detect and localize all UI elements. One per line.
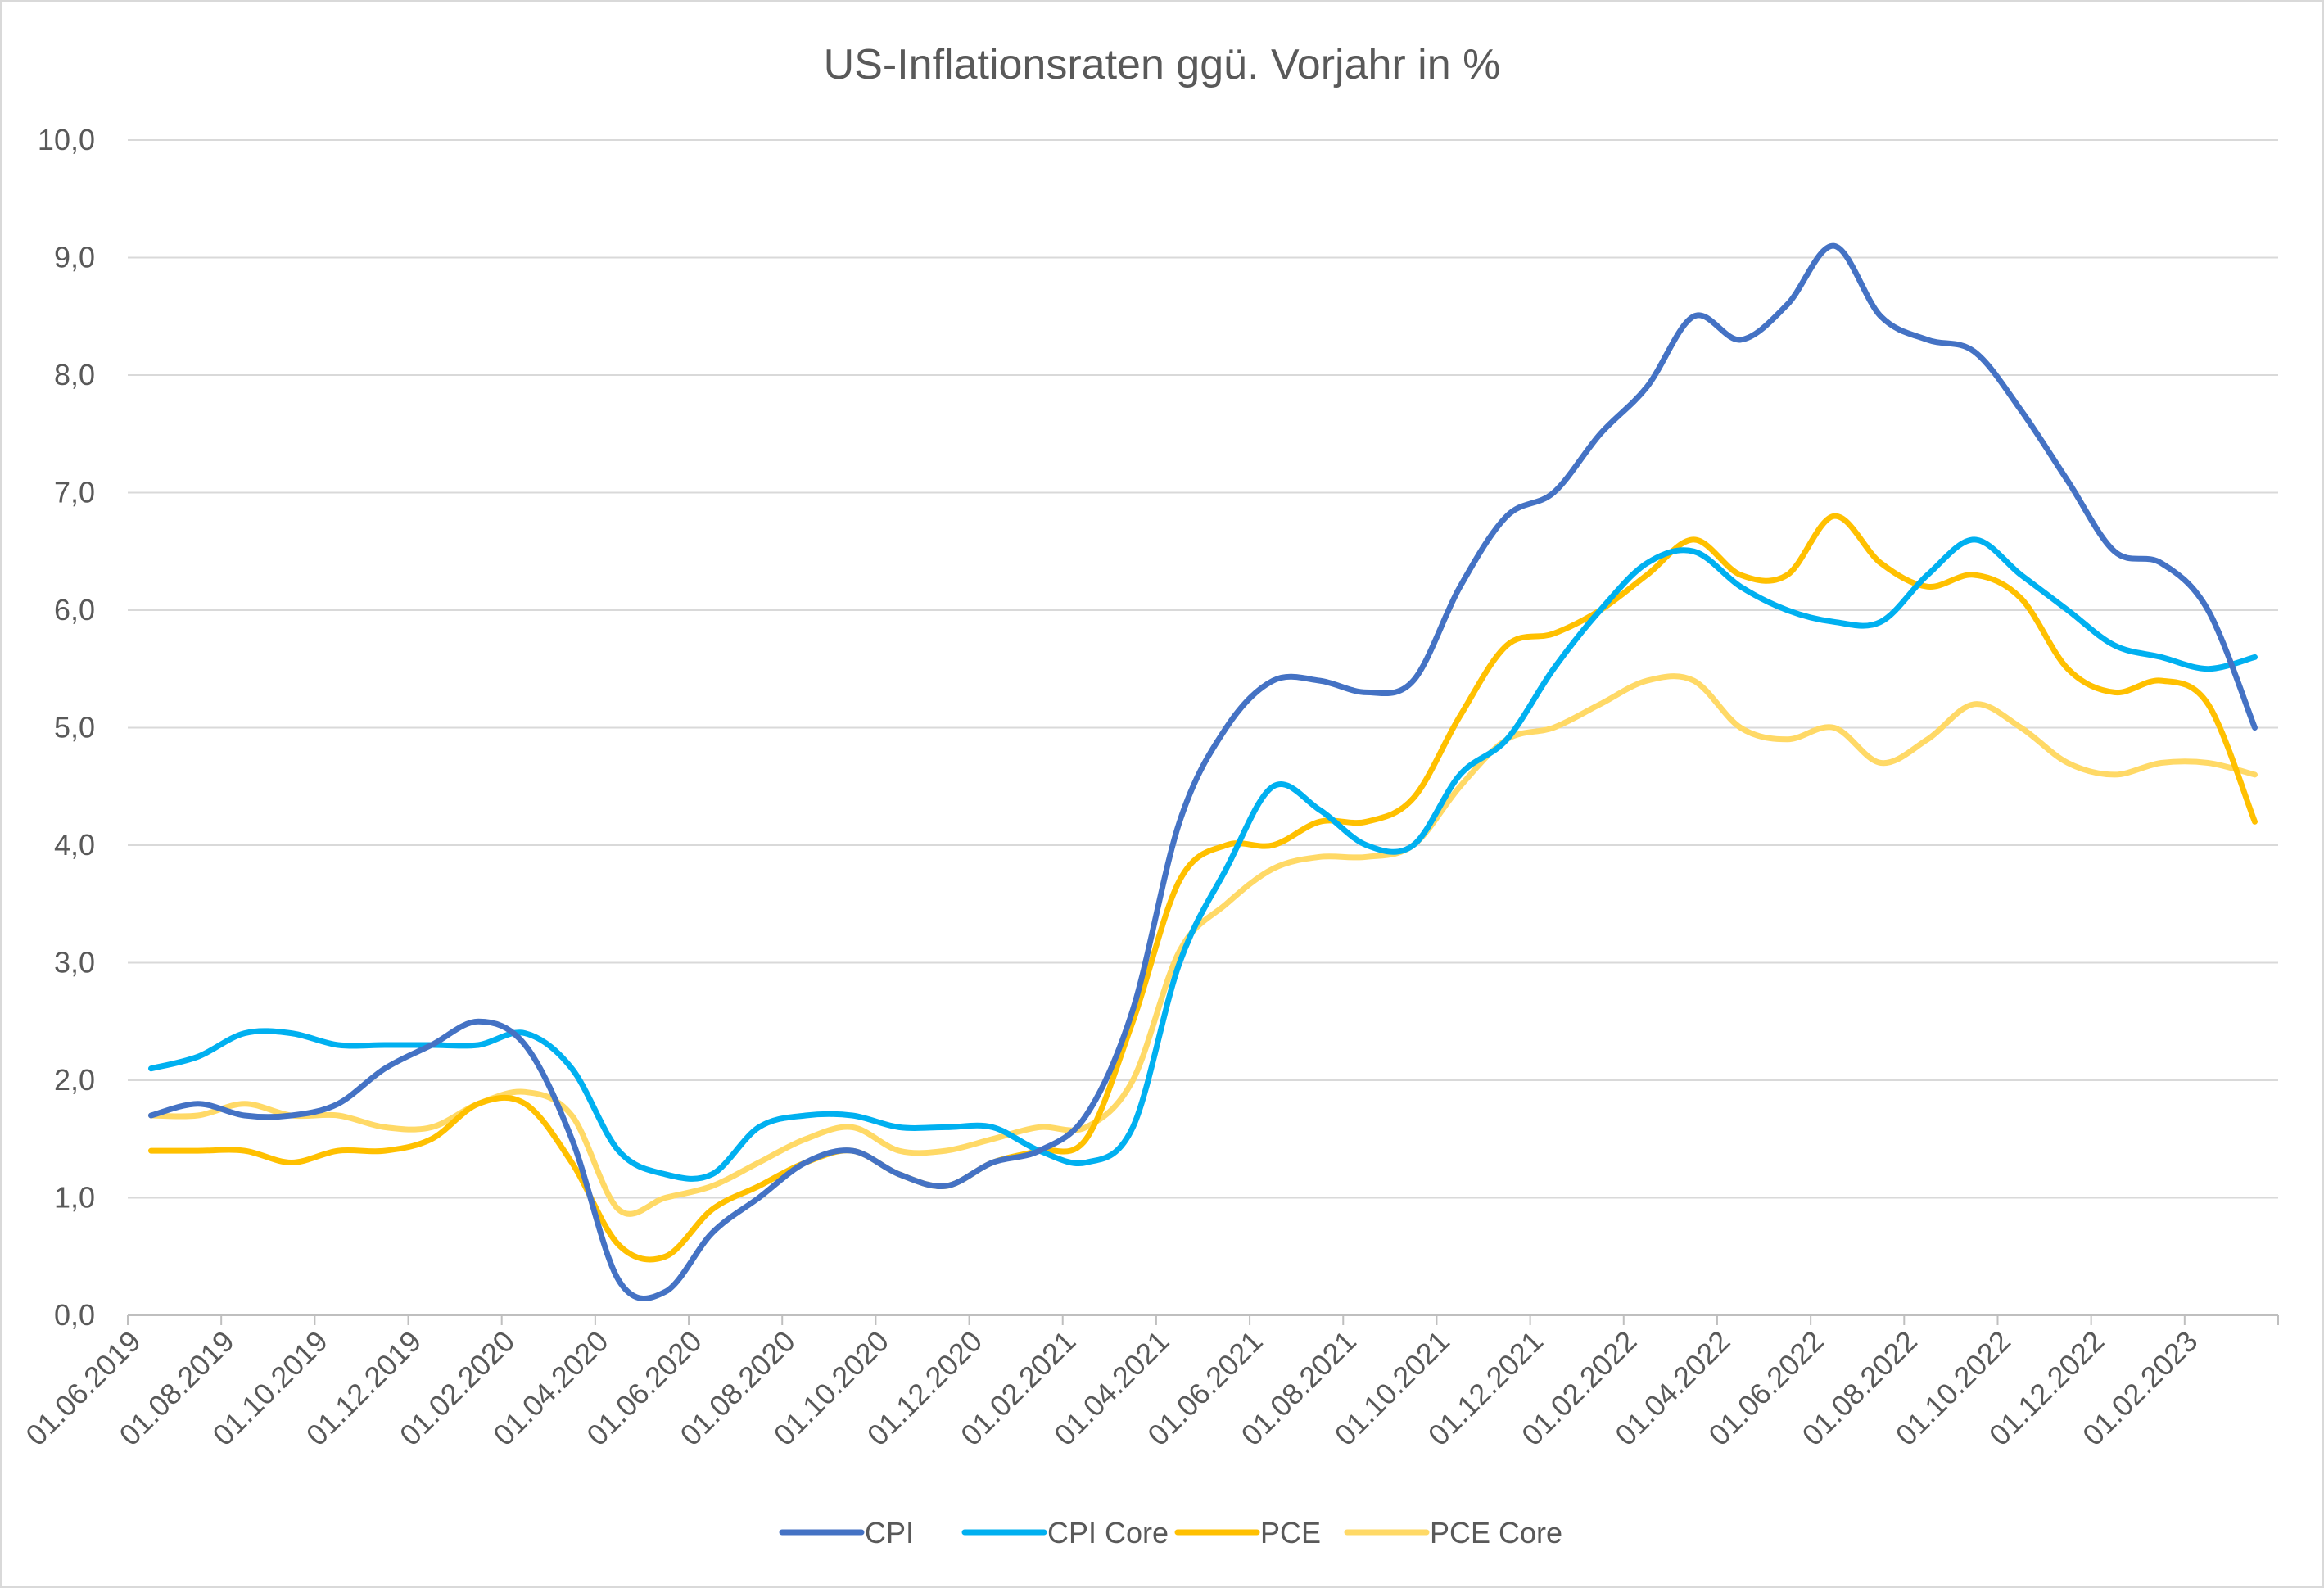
y-tick-label: 6,0 <box>54 593 95 627</box>
y-tick-label: 8,0 <box>54 358 95 391</box>
chart-title: US-Inflationsraten ggü. Vorjahr in % <box>824 41 1501 88</box>
y-tick-label: 0,0 <box>54 1298 95 1332</box>
gridlines <box>127 139 2279 1325</box>
legend-label-pce-core: PCE Core <box>1430 1516 1562 1550</box>
legend-label-pce: PCE <box>1260 1516 1321 1550</box>
y-axis-tick-labels: 0,0 1,0 2,0 3,0 4,0 5,0 6,0 7,0 8,0 9,0 10,0 <box>38 123 95 1332</box>
series-lines <box>148 242 2258 1301</box>
y-tick-label: 4,0 <box>54 828 95 862</box>
series-line-cpi-core <box>148 536 2258 1182</box>
legend: CPI CPI Core PCE PCE Core <box>779 1516 1562 1550</box>
y-tick-label: 9,0 <box>54 241 95 274</box>
y-tick-label: 7,0 <box>54 476 95 509</box>
series-line-pce <box>148 513 2258 1263</box>
y-tick-label: 10,0 <box>38 123 95 156</box>
y-tick-label: 2,0 <box>54 1063 95 1097</box>
y-tick-label: 1,0 <box>54 1181 95 1215</box>
y-tick-label: 3,0 <box>54 946 95 979</box>
y-tick-label: 5,0 <box>54 711 95 744</box>
legend-label-cpi-core: CPI Core <box>1047 1516 1169 1550</box>
series-line-cpi <box>148 242 2258 1301</box>
legend-label-cpi: CPI <box>865 1516 914 1550</box>
